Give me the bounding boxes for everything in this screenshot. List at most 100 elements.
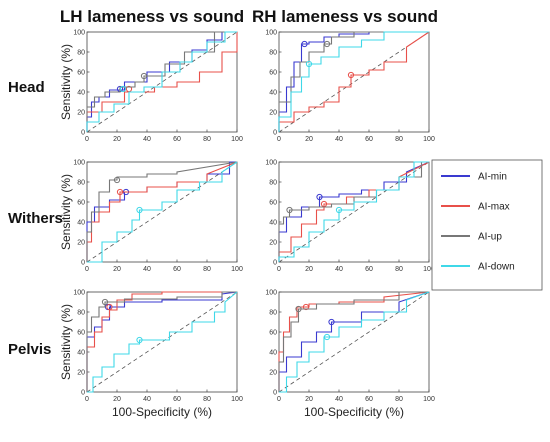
row-label-head: Head (8, 79, 45, 96)
x-tick-label: 0 (85, 136, 89, 143)
y-axis-label: Sensitivity (%) (59, 44, 73, 120)
operating-point-ai-min (316, 193, 323, 201)
y-tick-label: 80 (269, 50, 277, 57)
operating-point-ai-max (106, 303, 113, 311)
x-tick-label: 60 (173, 266, 181, 273)
x-tick-label: 60 (365, 396, 373, 403)
x-tick-label: 20 (113, 266, 121, 273)
y-tick-label: 20 (269, 110, 277, 117)
y-tick-label: 40 (77, 90, 85, 97)
y-tick-label: 80 (77, 180, 85, 187)
roc-line-ai-down (87, 161, 238, 263)
x-tick-label: 60 (365, 136, 373, 143)
operating-point-ai-max (347, 71, 355, 79)
y-tick-label: 20 (77, 370, 85, 377)
legend-label-ai-min: AI-min (478, 172, 507, 183)
x-tick-label: 80 (203, 266, 211, 273)
legend: AI-min AI-max AI-up AI-down (431, 159, 543, 291)
x-tick-label: 0 (85, 396, 89, 403)
y-tick-label: 0 (81, 260, 85, 267)
y-tick-label: 0 (81, 130, 85, 137)
operating-point-ai-min (328, 318, 335, 326)
row-label-pelvis: Pelvis (8, 341, 51, 358)
roc-line-ai-down (278, 161, 429, 262)
chance-diagonal (86, 161, 238, 263)
x-tick-label: 40 (143, 396, 151, 403)
x-tick-label: 80 (395, 396, 403, 403)
x-tick-label: 20 (113, 396, 121, 403)
x-tick-label: 80 (203, 136, 211, 143)
roc-panel-rh-pelvis: 00 20 20 40 40 60 60 80 80 100 100 100-Specificity … (265, 290, 435, 420)
roc-line-ai-down (86, 31, 237, 132)
y-tick-label: 20 (77, 110, 85, 117)
roc-panel-rh-withers: 00 20 20 40 40 60 60 80 80 100 100 (265, 160, 435, 274)
operating-point-ai-min (301, 40, 308, 48)
operating-point-ai-down (136, 206, 143, 214)
y-tick-label: 40 (269, 350, 277, 357)
y-tick-label: 60 (269, 200, 277, 207)
y-tick-label: 100 (73, 30, 85, 37)
x-tick-label: 100 (423, 266, 435, 273)
y-tick-label: 100 (265, 160, 277, 167)
column-title-rh: RH lameness vs sound (252, 7, 438, 26)
y-tick-label: 0 (273, 390, 277, 397)
legend-label-ai-down: AI-down (478, 262, 515, 273)
operating-point-ai-max (116, 188, 124, 196)
chance-diagonal (278, 161, 430, 263)
x-tick-label: 0 (277, 396, 281, 403)
roc-line-ai-max (86, 32, 238, 132)
chance-diagonal (278, 31, 430, 133)
legend-label-ai-max: AI-max (478, 202, 510, 213)
roc-line-ai-up (278, 291, 429, 392)
y-tick-label: 20 (77, 240, 85, 247)
roc-line-ai-min (278, 161, 430, 262)
y-tick-label: 40 (269, 90, 277, 97)
row-label-withers: Withers (8, 210, 63, 227)
y-tick-label: 80 (77, 310, 85, 317)
x-tick-label: 0 (85, 266, 89, 273)
x-tick-label: 0 (277, 266, 281, 273)
x-tick-label: 40 (335, 396, 343, 403)
x-tick-label: 60 (365, 266, 373, 273)
y-tick-label: 80 (77, 50, 85, 57)
y-axis-label: Sensitivity (%) (59, 174, 73, 250)
y-tick-label: 60 (77, 70, 85, 77)
y-tick-label: 60 (269, 70, 277, 77)
x-tick-label: 100 (423, 136, 435, 143)
roc-line-ai-down (87, 291, 238, 393)
operating-point-ai-up (286, 206, 293, 214)
operating-point-ai-down (335, 206, 343, 214)
x-axis-label: 100-Specificity (%) (112, 405, 212, 419)
y-tick-label: 100 (265, 30, 277, 37)
x-tick-label: 80 (395, 266, 403, 273)
x-tick-label: 40 (143, 266, 151, 273)
chance-diagonal (86, 31, 238, 133)
x-tick-label: 40 (335, 266, 343, 273)
chance-diagonal (278, 291, 430, 393)
operating-point-ai-up (113, 176, 121, 184)
x-tick-label: 20 (305, 266, 313, 273)
x-axis-label: 100-Specificity (%) (304, 405, 404, 419)
y-tick-label: 60 (269, 330, 277, 337)
roc-line-ai-up (86, 291, 237, 392)
y-tick-label: 100 (265, 290, 277, 297)
roc-panel-rh-head: 00 20 20 40 40 60 60 80 80 100 100 (265, 30, 435, 144)
y-axis-label: Sensitivity (%) (59, 304, 73, 380)
y-tick-label: 0 (81, 390, 85, 397)
x-tick-label: 100 (231, 136, 243, 143)
operating-point-ai-up (295, 305, 302, 313)
x-tick-label: 20 (305, 396, 313, 403)
operating-point-ai-up (101, 298, 109, 306)
y-tick-label: 80 (269, 180, 277, 187)
x-tick-label: 80 (203, 396, 211, 403)
operating-point-ai-down (119, 85, 127, 93)
y-tick-label: 20 (269, 240, 277, 247)
x-tick-label: 80 (395, 136, 403, 143)
legend-box (431, 159, 543, 291)
operating-point-ai-up (140, 72, 148, 80)
y-tick-label: 20 (269, 370, 277, 377)
